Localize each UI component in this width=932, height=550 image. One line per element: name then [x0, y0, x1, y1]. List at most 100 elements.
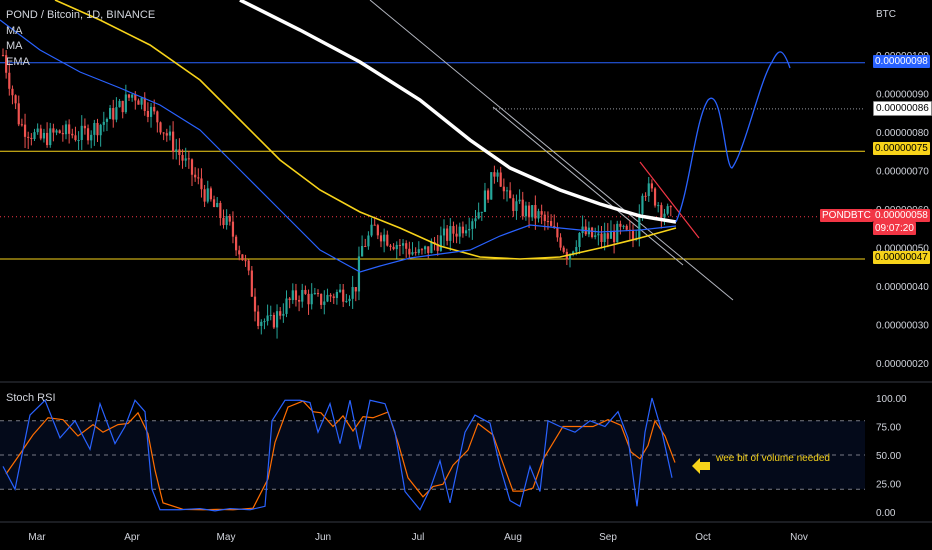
- candle-body: [30, 137, 33, 140]
- candle-body: [631, 230, 635, 240]
- candle-body: [55, 130, 58, 133]
- candle-body: [184, 158, 187, 161]
- candle-body: [417, 249, 420, 254]
- stoch-rsi-pane: [0, 397, 865, 512]
- candle-body: [5, 55, 8, 73]
- indicator-ma-2[interactable]: MA: [6, 40, 23, 52]
- indicator-ma-1[interactable]: MA: [6, 24, 23, 37]
- candle-body: [225, 216, 228, 226]
- candle-body: [480, 211, 483, 213]
- stoch-y-tick: 100.00: [876, 394, 907, 405]
- candle-body: [64, 124, 68, 135]
- candle-body: [235, 236, 238, 251]
- candle-body: [619, 223, 622, 227]
- candle-body: [386, 234, 389, 246]
- candle-body: [348, 298, 351, 302]
- moving-averages: [0, 0, 677, 273]
- x-tick-label: May: [217, 532, 236, 543]
- candle-body: [212, 199, 216, 208]
- candle-body: [310, 293, 313, 305]
- candle-body: [14, 95, 17, 104]
- candle-body: [606, 233, 609, 239]
- candle-body: [294, 290, 298, 300]
- y-tick-label: 0.00000030: [876, 321, 929, 332]
- candle-body: [238, 250, 241, 255]
- stoch-y-tick: 0.00: [876, 508, 896, 519]
- candle-body: [487, 190, 490, 200]
- candle-body: [657, 205, 660, 207]
- candle-body: [439, 235, 442, 251]
- candle-body: [509, 190, 512, 199]
- candle-body: [512, 198, 515, 211]
- candle-body: [219, 202, 222, 219]
- candle-body: [401, 243, 405, 246]
- candle-body: [505, 190, 509, 192]
- candle-body: [112, 108, 115, 120]
- candle-body: [594, 235, 597, 238]
- candle-body: [398, 244, 401, 246]
- ma-white-line: [239, 0, 677, 224]
- candle-body: [483, 190, 487, 212]
- candle-body: [266, 315, 269, 322]
- x-tick-label: Nov: [790, 532, 808, 543]
- candle-body: [313, 293, 316, 295]
- candle-body: [373, 224, 376, 226]
- candle-body: [11, 88, 14, 96]
- x-tick-label: Jun: [315, 532, 331, 543]
- candle-body: [660, 205, 663, 218]
- candle-body: [666, 206, 669, 214]
- candle-body: [464, 230, 468, 234]
- candle-body: [194, 174, 197, 178]
- candle-body: [301, 289, 304, 302]
- candle-body: [354, 287, 357, 292]
- candle-body: [159, 122, 162, 133]
- candle-body: [175, 149, 178, 152]
- price-tag-yellow-75: 0.00000075: [873, 142, 930, 155]
- candle-body: [102, 121, 105, 125]
- candle-body: [376, 225, 379, 236]
- candle-body: [527, 205, 531, 218]
- candle-body: [641, 195, 644, 214]
- candle-body: [405, 243, 408, 249]
- stoch-rsi-title[interactable]: Stoch RSI: [6, 392, 56, 404]
- candle-body: [241, 254, 244, 261]
- candle-body: [568, 254, 572, 260]
- candle-body: [345, 301, 348, 303]
- candle-body: [58, 130, 61, 134]
- candle-body: [338, 289, 342, 292]
- candle-body: [477, 212, 480, 219]
- wedge-upper-line: [639, 161, 700, 239]
- candle-body: [115, 107, 118, 120]
- y-tick-label: 0.00000080: [876, 128, 929, 139]
- symbol-title[interactable]: POND / Bitcoin, 1D, BINANCE: [6, 9, 156, 21]
- candle-body: [99, 124, 102, 136]
- candle-body: [408, 248, 411, 255]
- candle-body: [597, 233, 600, 236]
- candle-body: [543, 214, 546, 222]
- candle-body: [361, 246, 364, 257]
- candle-body: [109, 108, 112, 119]
- x-tick-label: Aug: [504, 532, 522, 543]
- candle-body: [436, 244, 439, 251]
- grid: [0, 381, 932, 523]
- candle-body: [370, 224, 373, 236]
- candles: [1, 48, 672, 339]
- last-price-tag: 0.00000058: [873, 209, 930, 222]
- candle-body: [96, 122, 99, 136]
- candle-body: [316, 293, 320, 295]
- candle-body: [46, 132, 49, 146]
- projection-path: [675, 51, 791, 223]
- candle-body: [446, 228, 449, 241]
- descending-trendline-1: [369, 0, 734, 301]
- candle-body: [260, 321, 263, 326]
- candle-body: [329, 294, 332, 297]
- candle-body: [471, 221, 474, 229]
- chart-header: POND / Bitcoin, 1D, BINANCE MA MA EMA: [6, 8, 155, 70]
- candle-body: [20, 124, 23, 126]
- candle-body: [187, 158, 190, 160]
- indicator-ema[interactable]: EMA: [6, 55, 30, 68]
- symbol-tag: PONDBTC: [820, 209, 873, 222]
- stoch-d-line: [5, 400, 676, 511]
- candle-body: [149, 106, 153, 117]
